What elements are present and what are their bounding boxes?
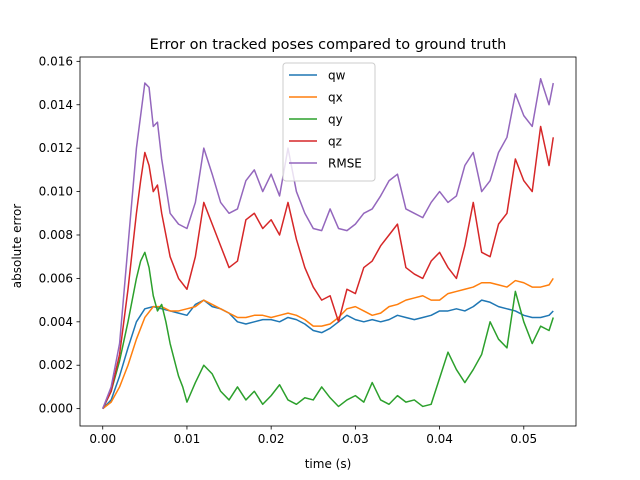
y-tick-label: 0.016	[39, 54, 73, 68]
plot-area	[102, 77, 555, 410]
x-tick-label: 0.05	[510, 432, 537, 446]
y-tick-label: 0.000	[39, 402, 73, 416]
y-tick-label: 0.014	[39, 98, 73, 112]
y-tick-label: 0.006	[39, 271, 73, 285]
x-tick-label: 0.02	[258, 432, 285, 446]
series-line-qy	[102, 251, 554, 409]
legend-label-qw: qw	[328, 69, 346, 83]
chart-title: Error on tracked poses compared to groun…	[150, 37, 507, 53]
x-axis-label: time (s)	[305, 457, 352, 471]
y-tick-label: 0.002	[39, 358, 73, 372]
x-tick-label: 0.04	[426, 432, 453, 446]
y-tick-label: 0.012	[39, 141, 73, 155]
axes: 0.00 0.01 0.02 0.03 0.04 0.05 0.000 0.002 0.004 0…	[39, 54, 577, 446]
series-line-qz	[102, 125, 555, 409]
x-tick-label: 0.01	[174, 432, 201, 446]
y-tick-label: 0.008	[39, 228, 73, 242]
y-tick-label: 0.004	[39, 315, 73, 329]
y-axis-label: absolute error	[10, 204, 24, 289]
series-line-rmse	[102, 77, 554, 409]
y-tick-label: 0.010	[39, 185, 73, 199]
series-line-qw	[102, 299, 554, 410]
legend-label-qx: qx	[328, 91, 343, 105]
legend: qw qx qy qz RMSE	[282, 62, 376, 182]
series-line-qx	[102, 277, 554, 410]
axes-frame	[79, 56, 577, 427]
legend-box	[282, 62, 376, 182]
legend-label-qy: qy	[328, 113, 343, 127]
x-tick-label: 0.03	[342, 432, 369, 446]
legend-label-rmse: RMSE	[328, 157, 362, 171]
legend-label-qz: qz	[328, 135, 342, 149]
x-tick-label: 0.00	[89, 432, 116, 446]
